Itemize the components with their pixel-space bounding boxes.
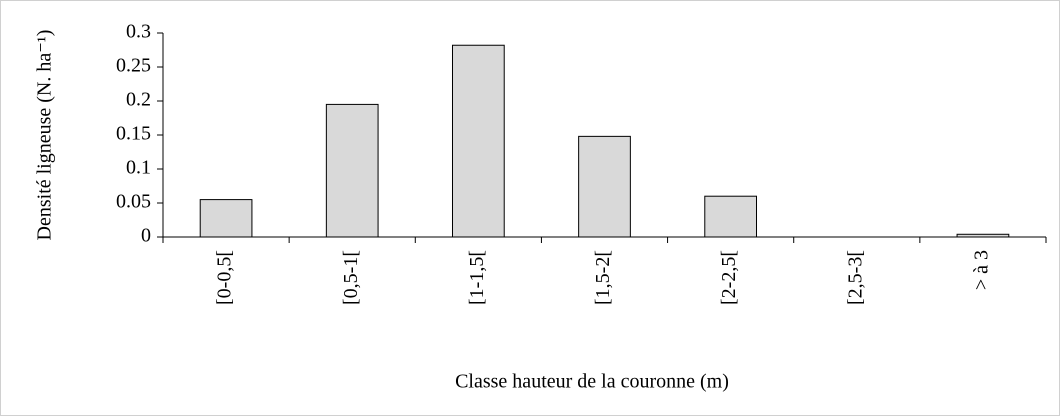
bar	[704, 195, 758, 238]
x-tick-label: > à 3	[971, 250, 993, 290]
x-tick-label: [0,5-1[	[340, 250, 362, 305]
y-tick-label: 0.25	[116, 55, 151, 77]
x-axis-label: Classe hauteur de la couronne (m)	[455, 371, 729, 393]
y-tick-label: 0.3	[126, 21, 151, 43]
x-tick-label: [0-0,5[	[214, 250, 236, 305]
y-tick-label: 0	[141, 225, 151, 247]
bar	[451, 44, 505, 238]
y-axis-label: Densité ligneuse (N. ha⁻¹)	[34, 30, 56, 241]
y-tick-label: 0.15	[116, 123, 151, 145]
x-tick-label: [1-1,5[	[466, 250, 488, 305]
y-tick-label: 0.2	[126, 89, 151, 111]
bar	[325, 103, 379, 238]
y-tick-label: 0.1	[126, 157, 151, 179]
y-tick-label: 0.05	[116, 191, 151, 213]
bar	[199, 199, 253, 238]
x-tick-label: [2-2,5[	[718, 250, 740, 305]
x-tick-label: [1,5-2[	[592, 250, 614, 305]
x-tick-label: [2,5-3[	[844, 250, 866, 305]
bar	[578, 135, 631, 238]
